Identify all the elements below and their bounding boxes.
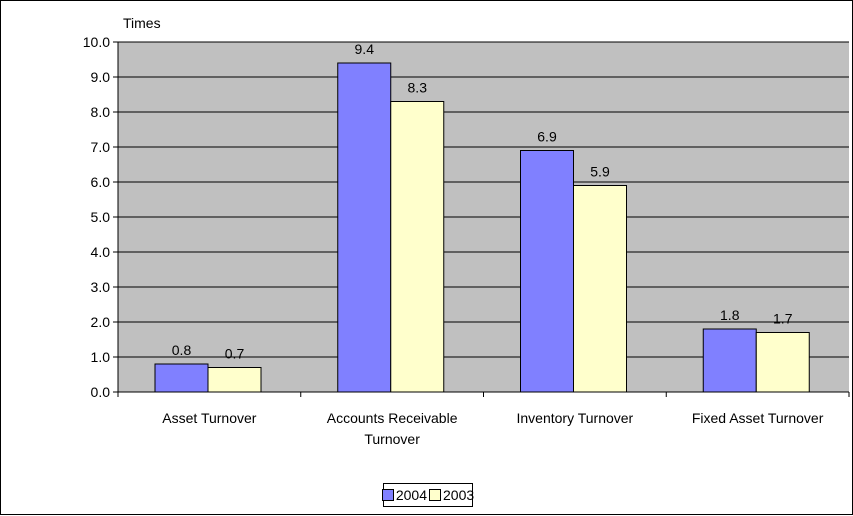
- data-label-2003: 5.9: [590, 164, 610, 180]
- legend-swatch-2003: [429, 489, 441, 501]
- bar-2003: [573, 185, 627, 393]
- y-tick-label: 4.0: [91, 244, 111, 260]
- bar-2003: [207, 367, 262, 393]
- y-tick-label: 9.0: [91, 69, 111, 85]
- y-tick-label: 2.0: [91, 314, 111, 330]
- bar-2004: [337, 62, 392, 393]
- y-tick-label: 6.0: [91, 174, 111, 190]
- legend: 2004 2003: [381, 483, 474, 507]
- bar-2004: [702, 328, 757, 393]
- legend-swatch-2004: [381, 489, 394, 501]
- bar-2004: [520, 150, 574, 393]
- y-tick-label: 10.0: [83, 34, 110, 50]
- data-label-2004: 0.8: [172, 342, 192, 358]
- bar-2004: [154, 363, 209, 393]
- legend-label-2004: 2004: [395, 487, 427, 503]
- y-tick-label: 5.0: [91, 209, 111, 225]
- x-category-label: Turnover: [364, 431, 420, 447]
- y-unit-label: Times: [123, 15, 161, 31]
- legend-label-2003: 2003: [443, 487, 475, 503]
- legend-item-2004: 2004: [381, 487, 427, 503]
- bar-2003: [390, 101, 445, 393]
- x-category-label: Accounts Receivable: [327, 410, 458, 426]
- bar-2003: [755, 332, 810, 393]
- y-tick-label: 0.0: [91, 384, 111, 400]
- y-tick-label: 1.0: [91, 349, 111, 365]
- y-tick-label: 3.0: [91, 279, 111, 295]
- data-label-2003: 1.7: [773, 311, 793, 327]
- x-category-label: Inventory Turnover: [517, 410, 634, 426]
- x-category-label: Asset Turnover: [162, 410, 256, 426]
- y-tick-label: 8.0: [91, 104, 111, 120]
- data-label-2004: 1.8: [720, 307, 740, 323]
- x-category-label: Fixed Asset Turnover: [692, 410, 824, 426]
- data-label-2004: 6.9: [537, 129, 557, 145]
- data-label-2003: 8.3: [408, 80, 428, 96]
- data-label-2004: 9.4: [355, 41, 375, 57]
- data-label-2003: 0.7: [225, 346, 245, 362]
- legend-item-2003: 2003: [429, 487, 474, 503]
- y-tick-label: 7.0: [91, 139, 111, 155]
